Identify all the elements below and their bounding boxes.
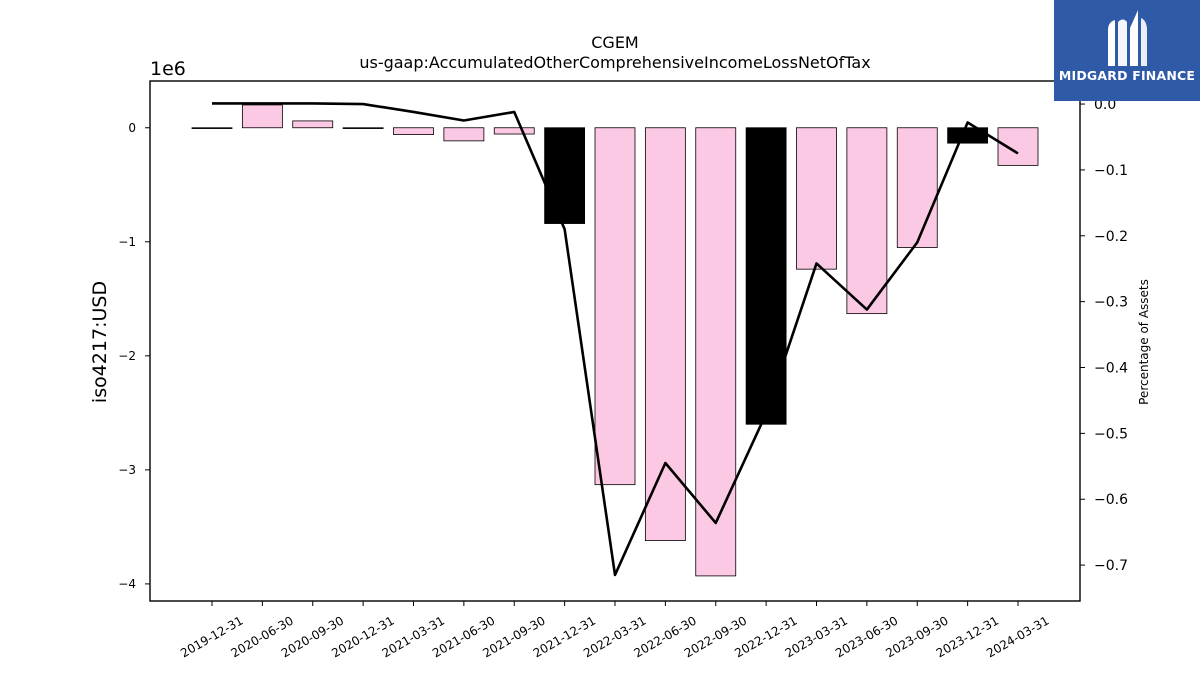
y2-tick-label: 0.0 [1094, 97, 1116, 113]
y-axis-label: iso4217:USD [89, 281, 111, 403]
bar-2022-12-31 [745, 127, 787, 425]
y2-tick-label: −0.1 [1094, 163, 1128, 179]
logo-mark-icon [1108, 10, 1147, 66]
y-exponent-label: 1e6 [150, 58, 186, 80]
y-tick-label: −3 [118, 463, 136, 477]
y-tick-label: −1 [118, 235, 136, 249]
logo-text: MIDGARD FINANCE [1058, 68, 1196, 83]
bar-2021-12-31 [544, 127, 586, 224]
y2-tick-label: −0.3 [1094, 295, 1128, 311]
chart-title: CGEM [591, 33, 638, 52]
bar-2019-12-31 [191, 127, 233, 129]
bars-group [191, 104, 1039, 577]
y-tick-label: −4 [118, 577, 136, 591]
bar-2022-06-30 [644, 127, 686, 541]
bar-2024-03-31 [997, 127, 1039, 166]
bar-2022-09-30 [695, 127, 737, 577]
midgard-finance-logo: MIDGARD FINANCE [1054, 0, 1200, 101]
y-tick-label: 0 [128, 121, 136, 135]
line-group [212, 102, 1019, 577]
bar-2021-03-31 [393, 127, 434, 135]
bar-2022-03-31 [594, 127, 636, 486]
y2-axis-label: Percentage of Assets [1137, 279, 1151, 405]
y2-tick-label: −0.6 [1094, 492, 1128, 508]
bar-2020-06-30 [241, 104, 283, 129]
bar-2023-03-31 [796, 127, 837, 270]
percentage-line [212, 102, 1019, 577]
chart-subtitle: us-gaap:AccumulatedOtherComprehensiveInc… [359, 53, 870, 72]
y2-tick-label: −0.7 [1094, 558, 1128, 574]
bar-2021-09-30 [493, 127, 535, 135]
y-tick-label: −2 [118, 349, 136, 363]
bar-2023-09-30 [896, 127, 938, 248]
bar-2021-06-30 [443, 127, 485, 142]
y2-tick-label: −0.5 [1094, 426, 1128, 442]
y2-tick-label: −0.4 [1094, 361, 1128, 377]
y2-tick-label: −0.2 [1094, 229, 1128, 245]
bar-2023-06-30 [846, 127, 888, 315]
bar-2020-12-31 [342, 127, 384, 129]
bar-2020-09-30 [292, 120, 334, 129]
